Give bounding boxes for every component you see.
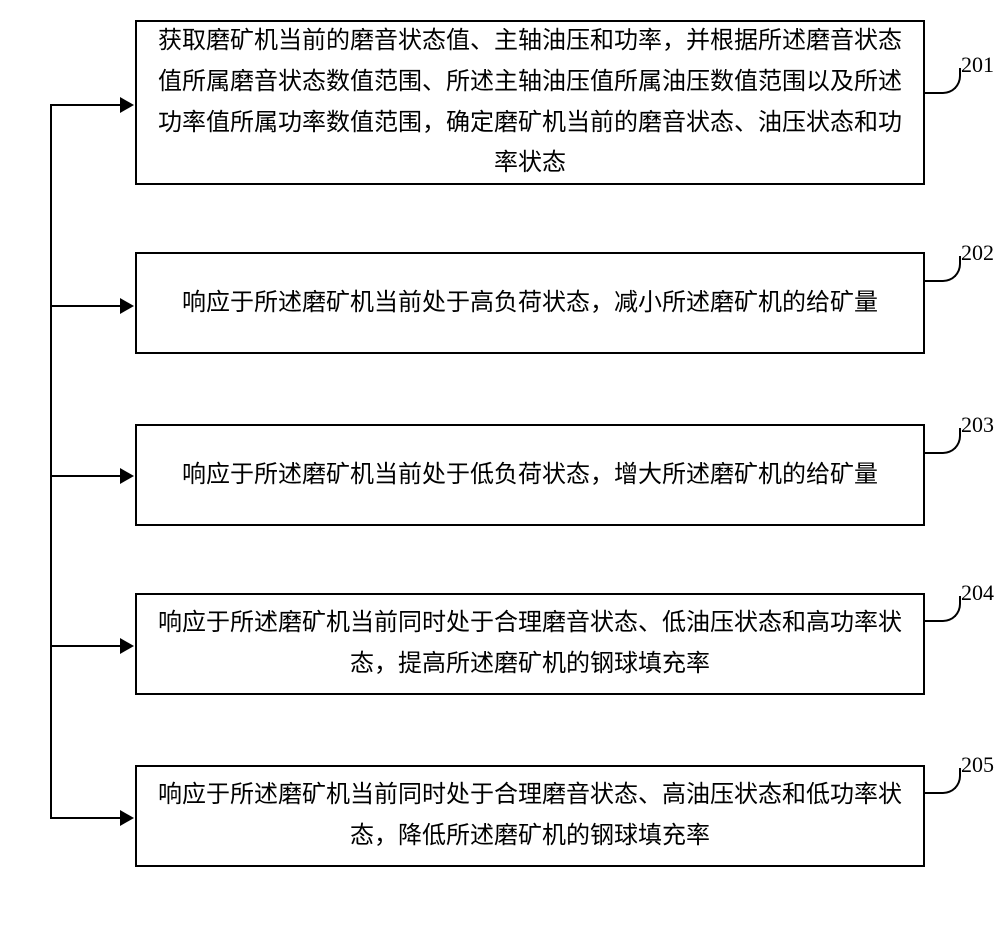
label-connector-205 — [923, 768, 961, 794]
step-box-204: 响应于所述磨矿机当前同时处于合理磨音状态、低油压状态和高功率状态，提高所述磨矿机… — [135, 593, 925, 695]
arrow-head-3 — [120, 638, 134, 654]
step-box-202: 响应于所述磨矿机当前处于高负荷状态，减小所述磨矿机的给矿量 — [135, 252, 925, 354]
label-connector-202 — [923, 256, 961, 282]
arrow-line-2 — [50, 475, 122, 477]
label-connector-201 — [923, 68, 961, 94]
step-label-203: 203 — [961, 412, 994, 438]
step-text-202: 响应于所述磨矿机当前处于高负荷状态，减小所述磨矿机的给矿量 — [157, 283, 903, 324]
vertical-connector — [50, 104, 52, 817]
arrow-head-4 — [120, 810, 134, 826]
flowchart-container: 获取磨矿机当前的磨音状态值、主轴油压和功率，并根据所述磨音状态值所属磨音状态数值… — [50, 20, 970, 920]
arrow-line-0 — [50, 104, 122, 106]
step-box-201: 获取磨矿机当前的磨音状态值、主轴油压和功率，并根据所述磨音状态值所属磨音状态数值… — [135, 20, 925, 185]
step-box-203: 响应于所述磨矿机当前处于低负荷状态，增大所述磨矿机的给矿量 — [135, 424, 925, 526]
step-text-204: 响应于所述磨矿机当前同时处于合理磨音状态、低油压状态和高功率状态，提高所述磨矿机… — [157, 603, 903, 685]
arrow-head-0 — [120, 97, 134, 113]
step-text-203: 响应于所述磨矿机当前处于低负荷状态，增大所述磨矿机的给矿量 — [157, 455, 903, 496]
arrow-line-4 — [50, 817, 122, 819]
label-connector-203 — [923, 428, 961, 454]
step-box-205: 响应于所述磨矿机当前同时处于合理磨音状态、高油压状态和低功率状态，降低所述磨矿机… — [135, 765, 925, 867]
label-connector-204 — [923, 596, 961, 622]
arrow-line-1 — [50, 305, 122, 307]
step-label-202: 202 — [961, 240, 994, 266]
step-text-205: 响应于所述磨矿机当前同时处于合理磨音状态、高油压状态和低功率状态，降低所述磨矿机… — [157, 775, 903, 857]
step-label-205: 205 — [961, 752, 994, 778]
arrow-head-2 — [120, 468, 134, 484]
step-label-204: 204 — [961, 580, 994, 606]
arrow-line-3 — [50, 645, 122, 647]
step-label-201: 201 — [961, 52, 994, 78]
arrow-head-1 — [120, 298, 134, 314]
step-text-201: 获取磨矿机当前的磨音状态值、主轴油压和功率，并根据所述磨音状态值所属磨音状态数值… — [157, 21, 903, 184]
